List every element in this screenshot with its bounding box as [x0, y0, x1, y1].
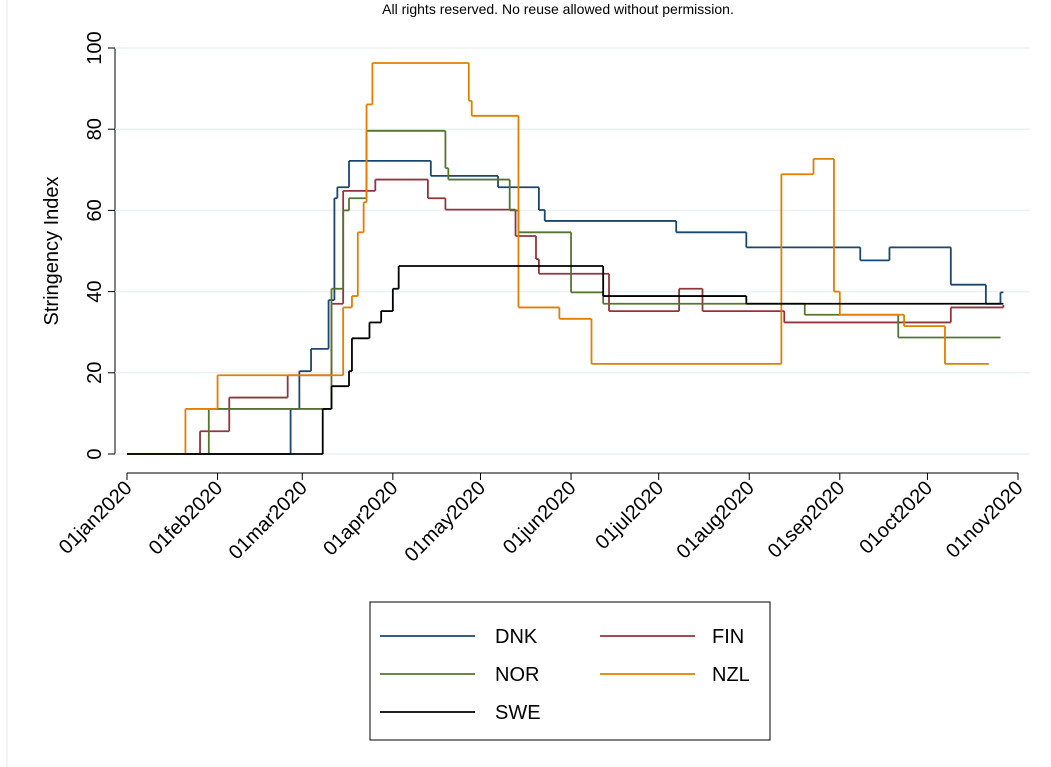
x-tick-label: 01jul2020: [591, 477, 668, 554]
x-tick-label: 01jan2020: [55, 477, 137, 559]
x-tick-label: 01oct2020: [855, 477, 937, 559]
x-tick-label: 01apr2020: [319, 477, 402, 560]
x-tick-label: 01aug2020: [672, 477, 758, 563]
x-tick-label: 01feb2020: [145, 477, 227, 559]
legend-box: [369, 601, 771, 741]
x-tick-label: 01mar2020: [225, 477, 312, 564]
note: All rights reserved. No reuse allowed wi…: [382, 1, 734, 17]
y-tick-label: 80: [84, 118, 106, 140]
x-tick-label: 01may2020: [401, 477, 490, 566]
legend-label: DNK: [495, 626, 538, 648]
y-tick-label: 20: [84, 362, 106, 384]
x-tick-label: 01nov2020: [942, 477, 1028, 563]
legend-label: NZL: [712, 664, 750, 686]
legend-label: SWE: [495, 702, 541, 724]
y-tick-label: 0: [84, 448, 106, 459]
legend-label: FIN: [712, 626, 744, 648]
y-tick-label: 40: [84, 280, 106, 302]
y-tick-label: 60: [84, 199, 106, 221]
y-tick-label: 100: [84, 31, 106, 64]
y-axis-label: Stringency Index: [41, 177, 63, 326]
legend-label: NOR: [495, 664, 539, 686]
x-tick-label: 01jun2020: [499, 477, 581, 559]
x-tick-label: 01sep2020: [764, 477, 850, 563]
frame: [6, 0, 8, 767]
